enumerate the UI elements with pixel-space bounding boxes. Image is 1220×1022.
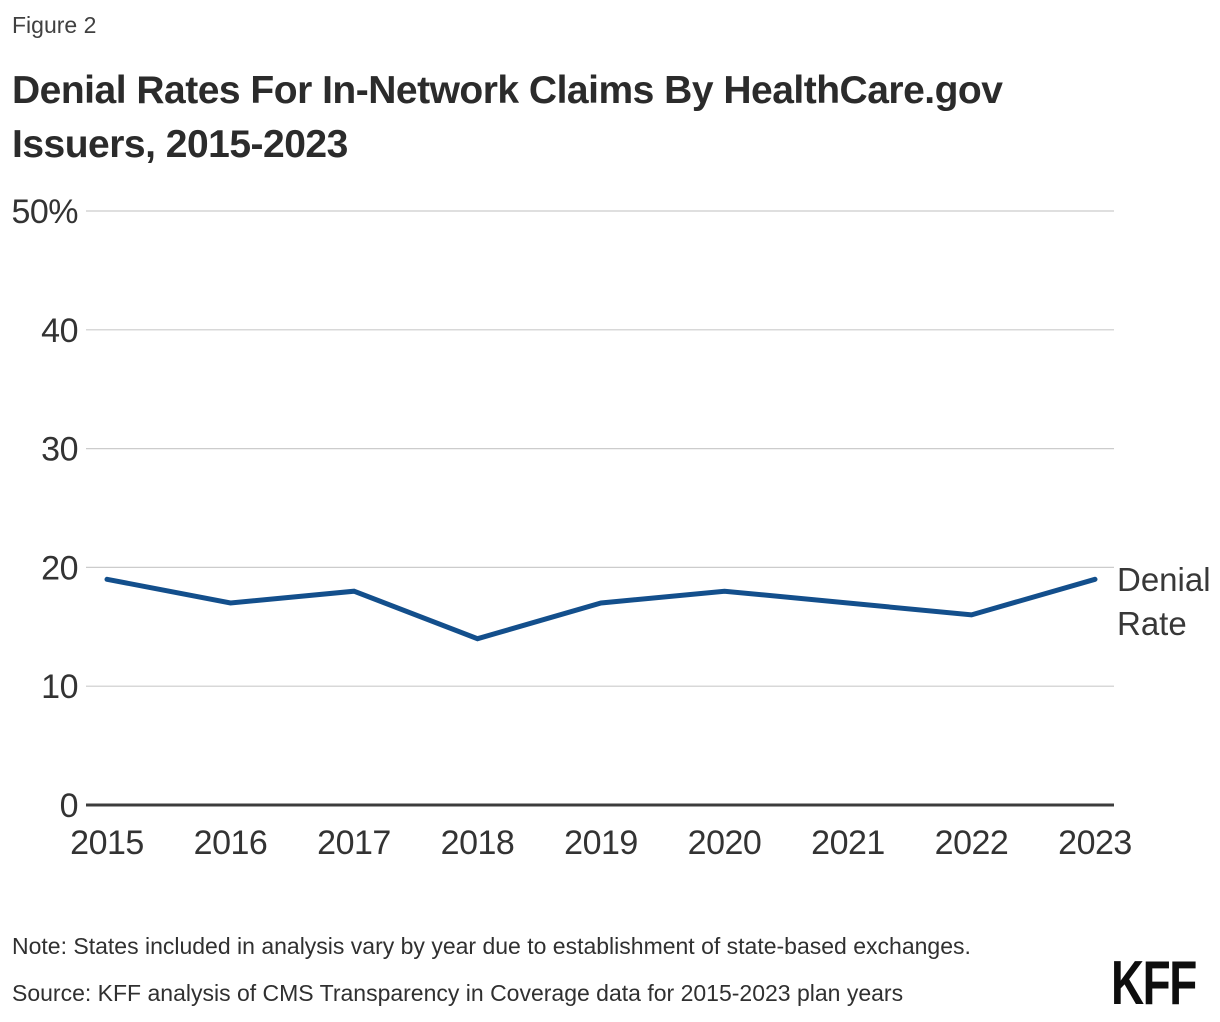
chart-title-line-1: Denial Rates For In-Network Claims By He… — [12, 69, 1003, 112]
y-tick-label: 0 — [60, 787, 78, 825]
denial-rate-line-chart: 0 10 20 30 40 50% 2015 2016 2017 2018 2019 2020 2021… — [11, 193, 1132, 862]
series-label-denial-rate: Denial Rate — [1117, 561, 1211, 642]
chart-title-line-2: Issuers, 2015-2023 — [12, 123, 348, 166]
figure-number-label: Figure 2 — [12, 12, 97, 38]
x-tick-label: 2015 — [70, 824, 144, 862]
x-tick-label: 2022 — [935, 824, 1009, 862]
x-tick-label: 2016 — [194, 824, 268, 862]
denial-rate-line — [104, 576, 1098, 642]
x-tick-label: 2020 — [688, 824, 762, 862]
note-text: Note: States included in analysis vary b… — [12, 933, 971, 959]
chart-title: Denial Rates For In-Network Claims By He… — [12, 64, 1003, 172]
x-tick-label: 2019 — [564, 824, 638, 862]
y-tick-label: 20 — [41, 549, 78, 587]
x-tick-label: 2018 — [441, 824, 515, 862]
kff-logo: KFF — [1111, 949, 1197, 1018]
y-tick-label: 40 — [41, 312, 78, 350]
y-tick-label: 10 — [41, 668, 78, 706]
y-tick-label: 50% — [11, 193, 78, 231]
x-tick-label: 2017 — [317, 824, 391, 862]
x-tick-label: 2021 — [811, 824, 885, 862]
source-text: Source: KFF analysis of CMS Transparency… — [12, 980, 904, 1006]
y-tick-label: 30 — [41, 431, 78, 469]
x-tick-label: 2023 — [1058, 824, 1132, 862]
